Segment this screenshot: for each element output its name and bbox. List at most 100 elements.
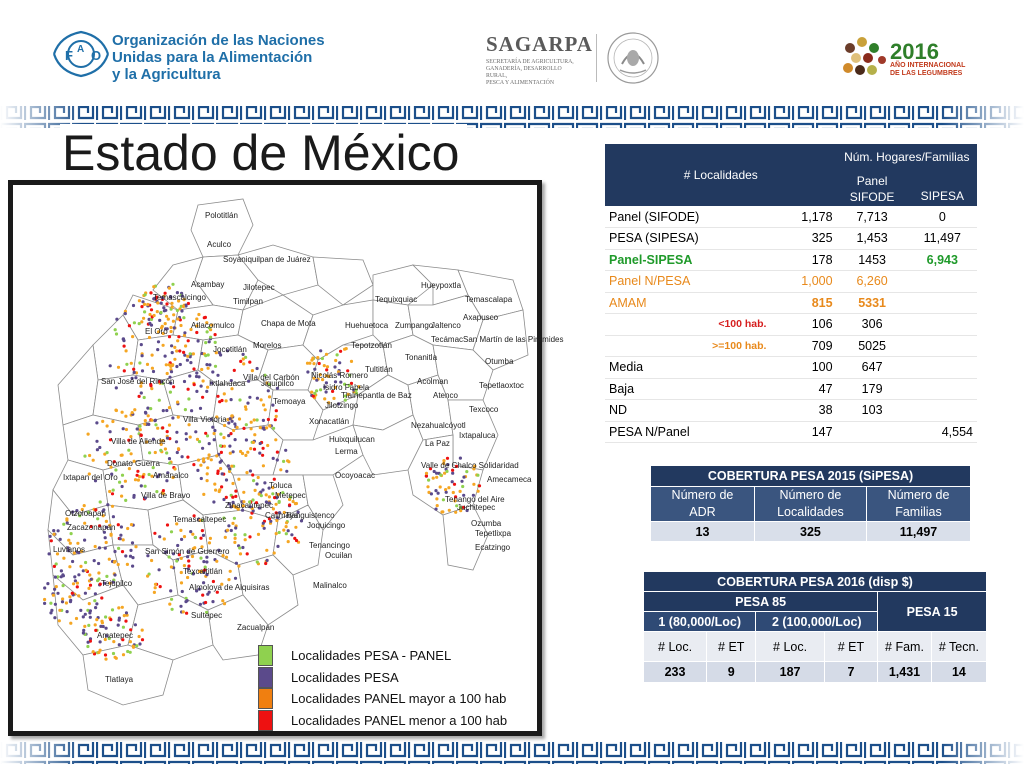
- locality-dot: [255, 560, 259, 564]
- locality-dot: [346, 392, 350, 396]
- locality-dot: [133, 478, 138, 482]
- locality-dot: [108, 523, 112, 527]
- locality-dot: [118, 537, 122, 541]
- locality-dot: [56, 529, 60, 533]
- locality-dot: [125, 562, 129, 566]
- locality-dot: [62, 522, 66, 526]
- locality-dot: [113, 549, 117, 554]
- legend-item: Localidades PESA: [258, 666, 507, 689]
- locality-dot: [177, 335, 181, 339]
- locality-dot: [177, 553, 181, 557]
- locality-dot: [117, 546, 121, 550]
- municipality-label: Sultepec: [191, 611, 223, 620]
- locality-dot: [213, 340, 217, 344]
- locality-dot: [124, 349, 128, 353]
- municipality-label: Almoloya de Alquisiras: [189, 583, 270, 592]
- cell-sipesa: 0: [938, 209, 946, 224]
- municipality-label: Aculco: [207, 240, 232, 249]
- locality-dot: [255, 396, 259, 400]
- locality-dot: [171, 416, 175, 420]
- locality-dot: [170, 351, 174, 355]
- locality-dot: [453, 499, 457, 503]
- locality-dot: [286, 540, 290, 544]
- table-caption: COBERTURA PESA 2016 (disp $): [643, 571, 987, 592]
- locality-dot: [473, 464, 477, 468]
- locality-dot: [119, 453, 123, 457]
- locality-dot: [213, 333, 217, 337]
- row-label: Baja: [609, 381, 635, 396]
- col-header-adr: Número de ADR: [650, 486, 755, 522]
- locality-dot: [165, 314, 169, 318]
- locality-dot: [455, 504, 459, 508]
- locality-dot: [275, 518, 279, 523]
- locality-dot: [186, 575, 190, 580]
- locality-dot: [171, 282, 175, 286]
- locality-dot: [188, 352, 192, 356]
- locality-dot: [267, 486, 271, 490]
- locality-dot: [195, 589, 199, 593]
- locality-dot: [142, 302, 147, 306]
- locality-dot: [201, 395, 205, 399]
- locality-dot: [111, 515, 115, 519]
- locality-dot: [191, 532, 195, 536]
- locality-dot: [348, 373, 352, 377]
- locality-dot: [294, 525, 298, 529]
- locality-dot: [169, 589, 173, 593]
- locality-dot: [131, 335, 135, 339]
- locality-dot: [62, 556, 66, 560]
- header-line: Número de: [779, 488, 842, 502]
- locality-dot: [172, 313, 176, 317]
- locality-dot: [132, 459, 136, 463]
- locality-dot: [205, 610, 209, 614]
- coverage-2015-table: COBERTURA PESA 2015 (SiPESA) Número de AD…: [650, 465, 972, 542]
- locality-dot: [149, 317, 154, 321]
- locality-dot: [114, 468, 118, 472]
- locality-dot: [215, 559, 219, 563]
- locality-dot: [73, 575, 77, 579]
- locality-dot: [339, 349, 343, 353]
- municipality-label: Ocuilan: [325, 551, 353, 560]
- locality-dot: [220, 398, 224, 403]
- municipality-label: Tianguistenco: [285, 511, 335, 520]
- locality-dot: [84, 568, 88, 572]
- locality-dot: [446, 463, 450, 467]
- locality-dot: [248, 500, 252, 504]
- locality-dot: [117, 616, 121, 620]
- legend-swatch-red: [258, 709, 273, 731]
- locality-dot: [337, 372, 341, 376]
- locality-dot: [81, 569, 85, 573]
- locality-dot: [108, 581, 112, 585]
- locality-dot: [120, 410, 124, 414]
- locality-dot: [199, 536, 203, 540]
- table-row: AMAM 815 5331: [605, 292, 977, 314]
- locality-dot: [218, 351, 222, 355]
- cell-panel: 1453: [858, 252, 887, 267]
- cell-localidades: 325: [753, 521, 867, 542]
- locality-dot: [435, 504, 439, 508]
- locality-dot: [313, 367, 317, 371]
- locality-dot: [182, 333, 187, 337]
- locality-dot: [222, 516, 226, 520]
- locality-dot: [254, 501, 259, 505]
- locality-dot: [216, 373, 220, 377]
- locality-dot: [94, 606, 98, 610]
- locality-dot: [195, 389, 199, 393]
- legend-swatch-orange: [258, 688, 273, 710]
- locality-dot: [276, 516, 280, 520]
- locality-dot: [196, 468, 200, 472]
- locality-dot: [238, 398, 242, 402]
- locality-dot: [165, 451, 169, 455]
- table-row: Media 100 647: [605, 357, 977, 378]
- locality-dot: [202, 457, 206, 461]
- locality-dot: [134, 545, 138, 549]
- municipality-label: Temoaya: [273, 397, 306, 406]
- cell-sipesa: [908, 271, 977, 293]
- locality-dot: [442, 461, 446, 466]
- locality-dot: [93, 544, 97, 549]
- locality-dot: [108, 364, 112, 368]
- municipality-label: Nicolás Romero: [311, 371, 368, 380]
- locality-dot: [252, 447, 257, 451]
- locality-dot: [320, 356, 324, 361]
- locality-dot: [203, 565, 207, 569]
- municipality-label: Tonanitla: [405, 353, 438, 362]
